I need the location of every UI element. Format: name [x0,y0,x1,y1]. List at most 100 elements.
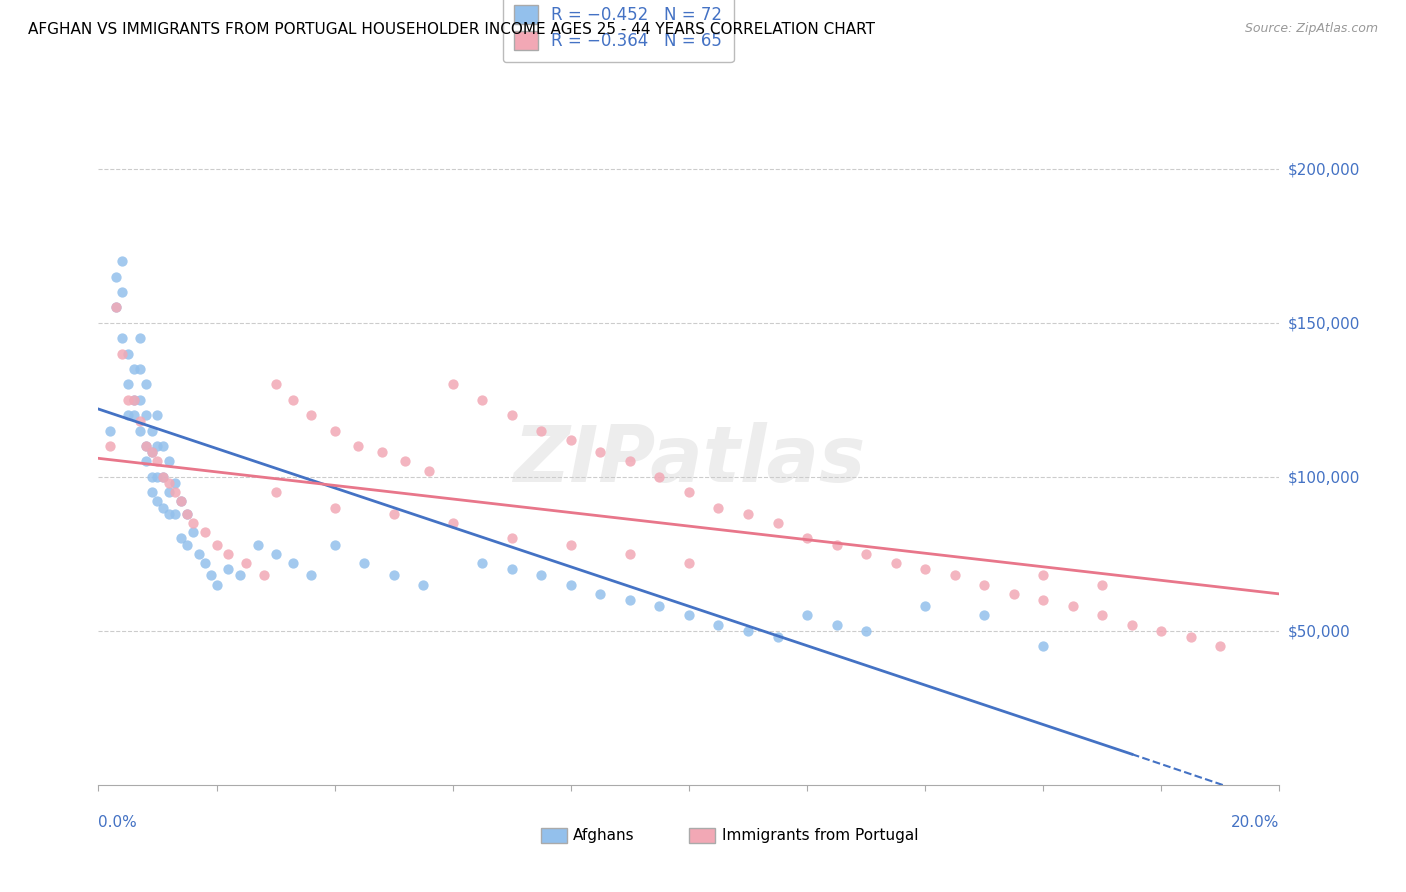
Point [619,547,641,561]
Point [766,516,789,530]
Point [648,599,671,614]
Point [194,525,217,540]
Text: Immigrants from Portugal: Immigrants from Portugal [723,828,918,843]
Point [105,301,128,315]
Point [299,568,322,582]
Point [141,445,163,459]
Point [943,568,966,582]
Point [1062,599,1084,614]
Point [152,439,174,453]
Point [181,525,204,540]
Point [122,392,145,407]
Point [914,599,936,614]
Text: ZIPatlas: ZIPatlas [513,422,865,498]
Legend: R = −0.452   N = 72, R = −0.364   N = 65: R = −0.452 N = 72, R = −0.364 N = 65 [502,0,734,62]
Point [264,377,287,392]
Point [128,414,150,428]
Point [205,538,228,552]
Point [530,424,553,438]
Point [146,494,169,508]
Point [205,577,228,591]
Point [165,507,187,521]
Point [589,587,612,601]
Point [766,630,789,644]
Point [589,445,612,459]
Point [707,617,730,632]
Point [855,624,877,638]
Point [973,577,995,591]
Point [141,445,163,459]
Point [299,408,322,422]
Point [1032,593,1054,607]
Point [122,408,145,422]
Point [111,285,134,299]
Point [471,556,494,570]
Point [165,485,187,500]
Point [1032,640,1054,654]
Point [117,408,139,422]
Point [146,470,169,484]
Point [796,608,818,623]
Point [353,556,375,570]
Point [135,408,157,422]
Point [246,538,269,552]
Point [678,608,700,623]
Point [825,538,848,552]
Point [111,331,134,345]
Point [111,346,134,360]
Point [128,331,150,345]
Point [152,470,174,484]
Point [157,475,180,490]
Point [165,475,187,490]
Point [382,568,405,582]
Point [382,507,405,521]
Point [796,532,818,546]
Point [678,556,700,570]
Point [1091,608,1114,623]
Point [283,556,305,570]
Point [217,562,239,576]
Point [187,547,209,561]
Point [501,532,523,546]
Point [323,538,346,552]
Point [157,507,180,521]
Point [323,424,346,438]
Point [217,547,239,561]
Point [146,408,169,422]
Point [737,507,759,521]
Text: 0.0%: 0.0% [98,815,138,830]
Point [264,547,287,561]
Point [1180,630,1202,644]
Point [737,624,759,638]
Point [157,454,180,468]
Point [176,538,198,552]
Point [135,439,157,453]
Point [141,470,163,484]
Point [135,377,157,392]
Point [105,269,128,284]
Point [229,568,252,582]
Point [371,445,394,459]
Point [530,568,553,582]
Point [619,454,641,468]
Point [264,485,287,500]
Point [1209,640,1232,654]
Text: Afghans: Afghans [574,828,636,843]
Text: 20.0%: 20.0% [1232,815,1279,830]
Point [347,439,370,453]
Point [141,424,163,438]
Point [146,454,169,468]
Point [1150,624,1173,638]
Point [501,562,523,576]
Point [128,424,150,438]
Point [146,439,169,453]
Point [181,516,204,530]
Point [170,494,193,508]
Point [973,608,995,623]
Point [141,485,163,500]
Point [176,507,198,521]
Point [619,593,641,607]
Point [235,556,257,570]
Point [152,470,174,484]
Point [200,568,222,582]
